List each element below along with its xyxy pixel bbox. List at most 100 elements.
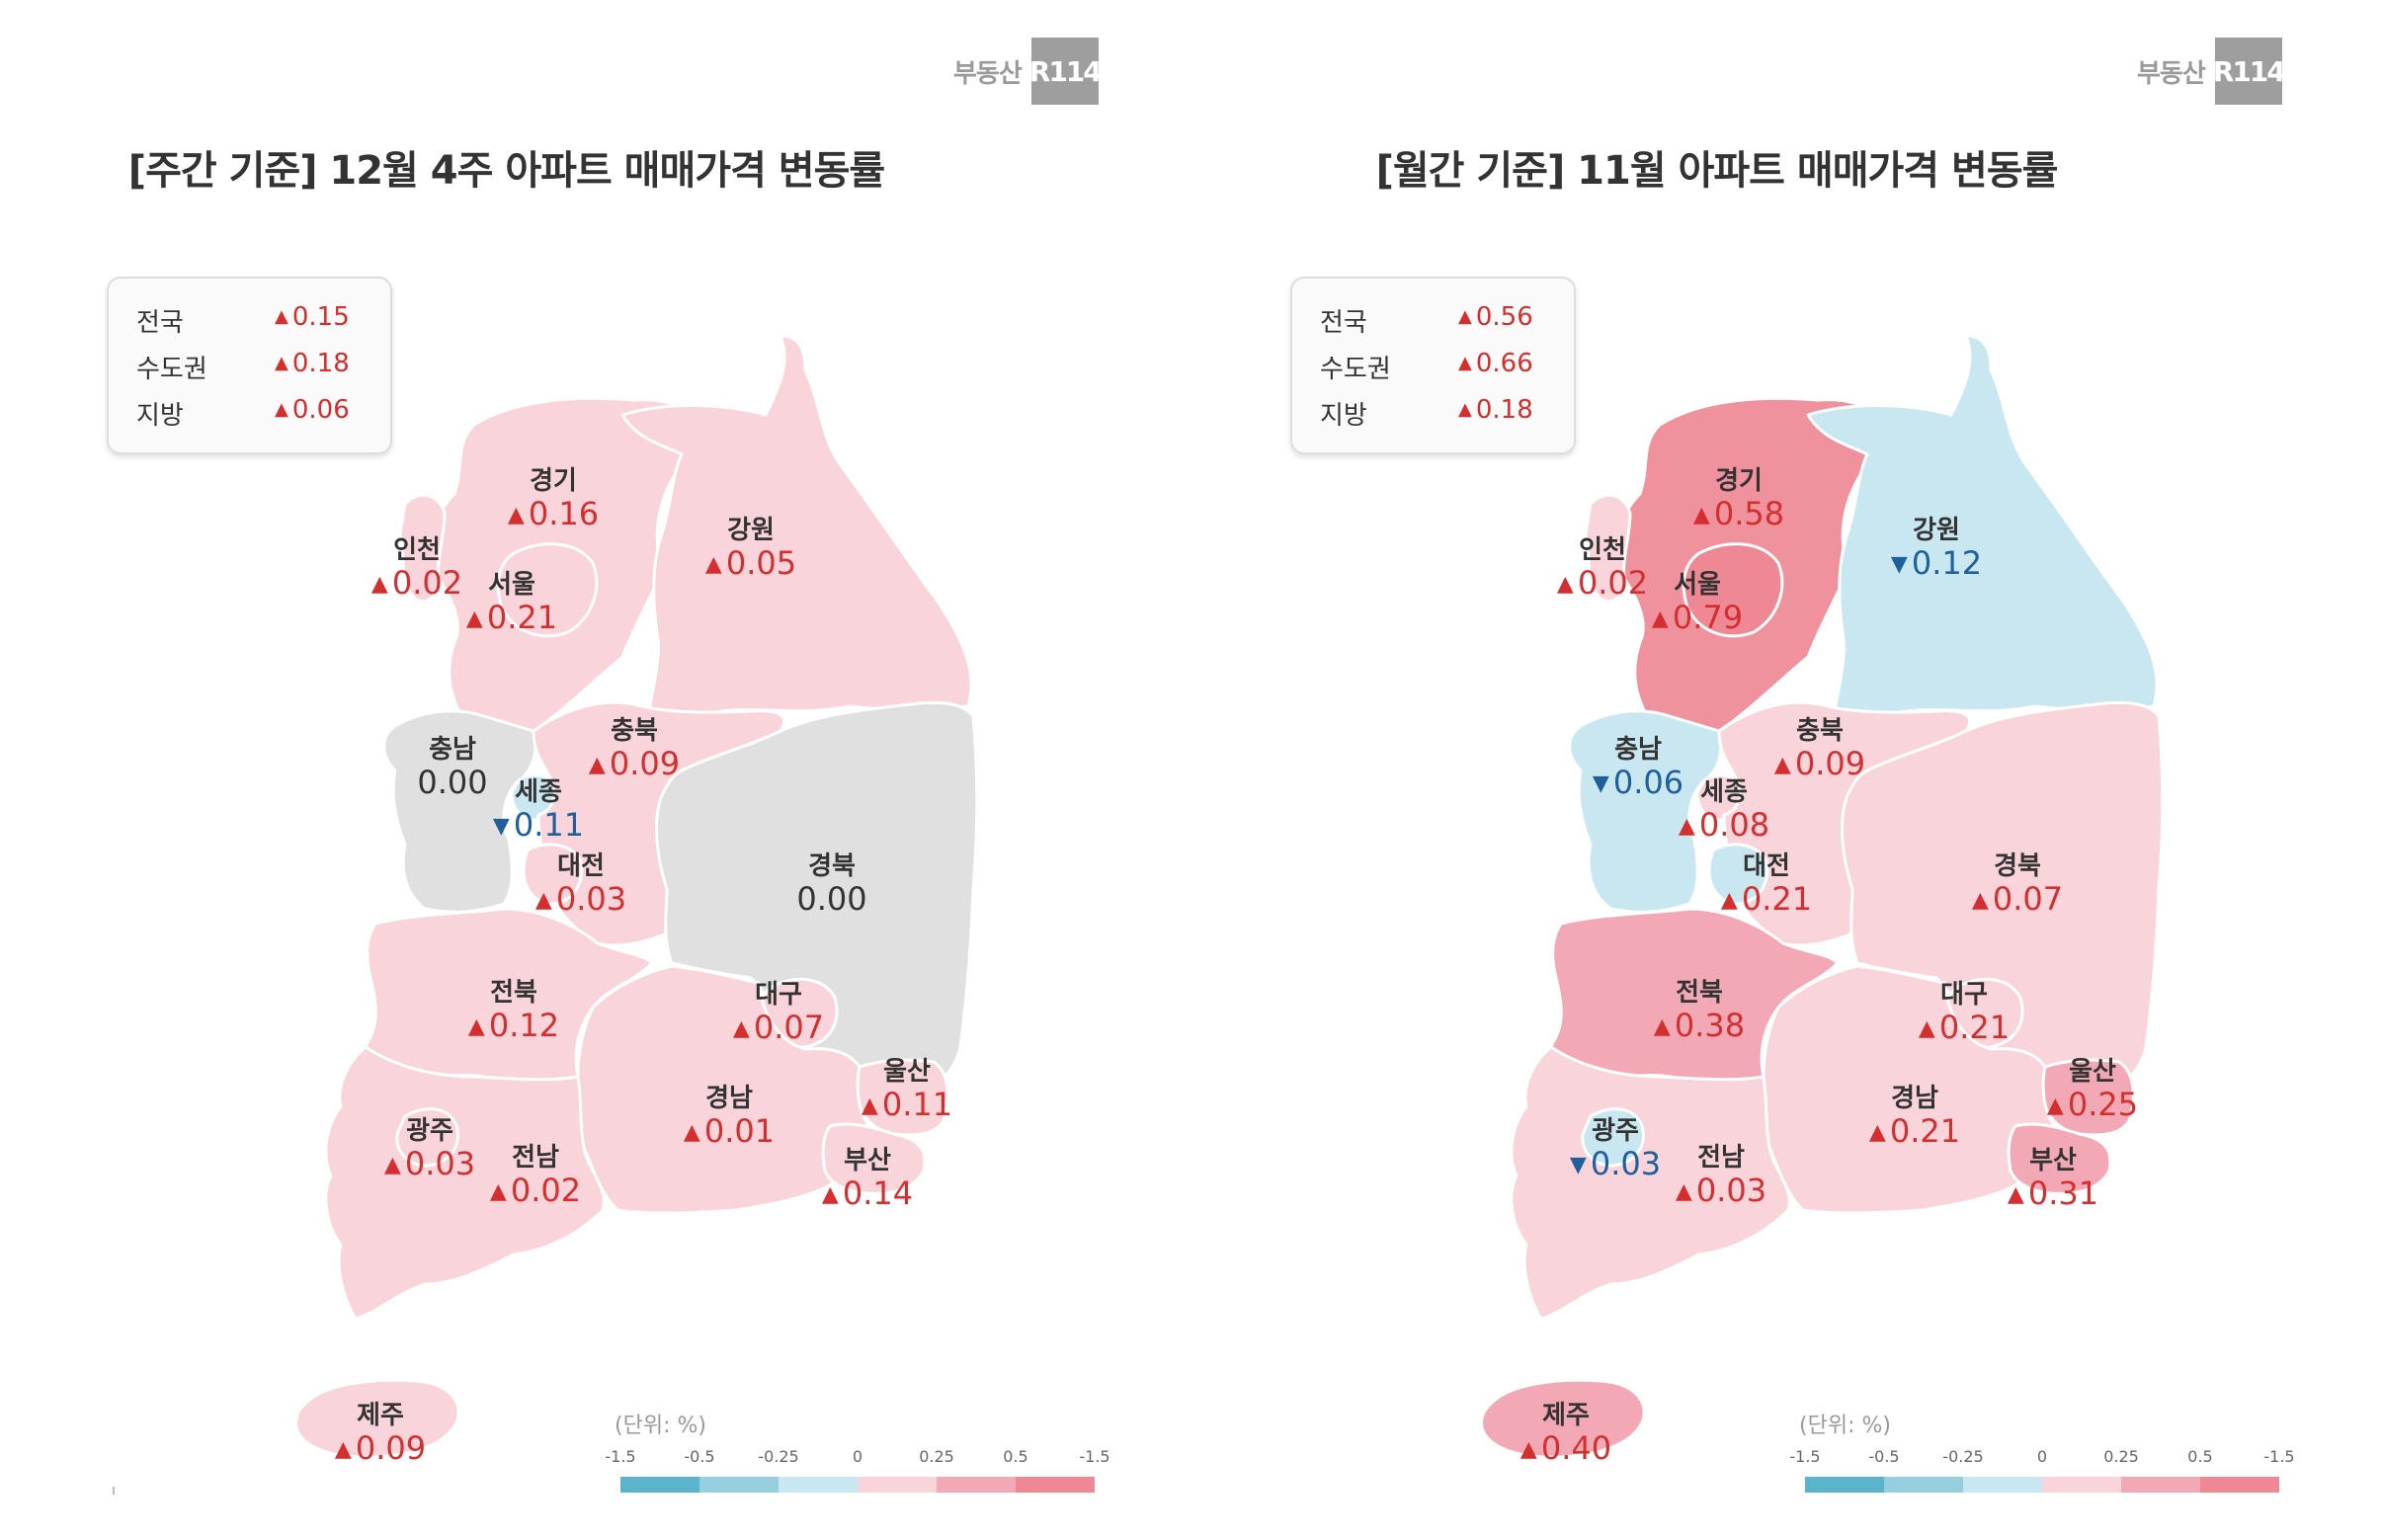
region-jeonnam (324, 1045, 606, 1321)
korea-map (294, 334, 979, 1459)
region-value: ▲ 0.40 (1519, 1429, 1612, 1467)
tick-mark (113, 1487, 115, 1495)
region-value: ▲ 0.07 (1971, 880, 2064, 918)
triangle-up-icon: ▲ (275, 399, 288, 420)
region-name: 대전 (1743, 851, 1790, 881)
triangle-up-icon: ▲ (2046, 1094, 2064, 1118)
region-name: 서울 (1674, 570, 1721, 600)
region-label-chungbuk: 충북 ▲ 0.09 (1774, 716, 1865, 783)
region-value: ▲ 0.03 (534, 880, 627, 918)
summary-label: 지방 (136, 401, 184, 431)
triangle-up-icon: ▲ (821, 1182, 839, 1207)
region-name: 경기 (1715, 466, 1763, 496)
region-incheon (398, 493, 447, 604)
summary-value: ▲ 0.56 (1458, 302, 1533, 332)
region-value: ▲ 0.05 (704, 544, 797, 582)
region-name: 전북 (490, 978, 537, 1008)
region-value: ▲ 0.07 (732, 1009, 825, 1046)
region-name: 광주 (1592, 1116, 1639, 1146)
region-value: ▲ 0.31 (2007, 1175, 2099, 1212)
korea-map (1480, 334, 2165, 1459)
legend-swatch (1805, 1477, 1884, 1493)
triangle-up-icon: ▲ (1678, 814, 1695, 839)
legend-unit: (단위: %) (1799, 1414, 1891, 1438)
region-label-ulsan: 울산 ▲ 0.11 (862, 1057, 952, 1124)
region-name: 세종 (1700, 777, 1748, 807)
triangle-down-icon: ▼ (1890, 552, 1908, 577)
legend-tick: 0.5 (2187, 1447, 2213, 1466)
region-label-jeonnam: 전남 ▲ 0.03 (1676, 1143, 1766, 1210)
region-value: ▲ 0.01 (683, 1112, 776, 1150)
triangle-up-icon: ▲ (334, 1437, 352, 1462)
triangle-up-icon: ▲ (370, 572, 388, 597)
summary-row: 전국 ▲ 0.56 (1320, 302, 1557, 338)
region-label-gyeongbuk: 경북 0.00 (796, 851, 866, 917)
region-label-chungbuk: 충북 ▲ 0.09 (589, 716, 680, 783)
weekly-panel: 부동산 R114 [주간 기준] 12월 4주 아파트 매매가격 변동률 전국 ▲… (0, 0, 1190, 1540)
region-label-gangwon: 강원 ▼ 0.12 (1891, 516, 1982, 583)
region-name: 전북 (1676, 978, 1723, 1008)
triangle-up-icon: ▲ (683, 1120, 700, 1145)
region-seoul (496, 542, 599, 638)
legend-swatch (1884, 1477, 1963, 1493)
triangle-up-icon: ▲ (861, 1094, 878, 1118)
region-name: 강원 (1913, 516, 1960, 545)
triangle-up-icon: ▲ (489, 1179, 507, 1204)
region-gwangju (395, 1107, 459, 1168)
summary-label: 수도권 (136, 355, 207, 384)
legend-tick: -1.5 (605, 1447, 636, 1466)
triangle-down-icon: ▼ (1592, 771, 1609, 796)
triangle-up-icon: ▲ (1918, 1016, 1935, 1041)
triangle-up-icon: ▲ (275, 353, 288, 373)
region-daejeon (522, 843, 584, 906)
triangle-up-icon: ▲ (1675, 1179, 1692, 1204)
region-name: 경남 (705, 1084, 753, 1113)
region-label-jeonbuk: 전북 ▲ 0.12 (468, 978, 559, 1045)
triangle-up-icon: ▲ (2007, 1182, 2024, 1207)
triangle-down-icon: ▼ (492, 814, 510, 839)
summary-box: 전국 ▲ 0.56 수도권 ▲ 0.66 지방 ▲ 0.18 (1290, 277, 1576, 454)
legend-swatch (2121, 1477, 2200, 1493)
region-value: ▲ 0.02 (370, 564, 463, 602)
triangle-up-icon: ▲ (1653, 1014, 1671, 1039)
region-value: ▲ 0.25 (2046, 1086, 2139, 1123)
triangle-up-icon: ▲ (275, 306, 288, 327)
region-value: ▲ 0.03 (383, 1145, 476, 1182)
region-value: ▲ 0.21 (1918, 1009, 2011, 1046)
region-name: 충남 (429, 735, 476, 765)
triangle-up-icon: ▲ (1720, 888, 1738, 913)
legend-tick: 0 (852, 1447, 863, 1466)
legend-swatch (2200, 1477, 2279, 1493)
region-label-incheon: 인천 ▲ 0.02 (371, 535, 462, 603)
region-jeju (1480, 1378, 1646, 1459)
region-value: 0.00 (796, 880, 867, 918)
region-label-sejong: 세종 ▼ 0.11 (493, 777, 584, 845)
region-name: 울산 (2069, 1057, 2116, 1087)
legend-tick: -1.5 (1789, 1447, 1821, 1466)
region-value: ▲ 0.21 (1868, 1112, 1961, 1150)
region-busan (821, 1122, 927, 1195)
triangle-down-icon: ▼ (1569, 1153, 1587, 1177)
region-value: ▲ 0.12 (467, 1007, 560, 1044)
triangle-up-icon: ▲ (732, 1016, 750, 1041)
region-name: 부산 (2029, 1146, 2077, 1175)
region-label-daegu: 대구 ▲ 0.21 (1919, 980, 2010, 1047)
region-value: ▼ 0.11 (492, 806, 585, 844)
summary-row: 지방 ▲ 0.18 (1320, 395, 1557, 431)
triangle-up-icon: ▲ (1773, 753, 1791, 777)
region-name: 대전 (557, 851, 605, 881)
triangle-up-icon: ▲ (1458, 306, 1472, 327)
triangle-up-icon: ▲ (1868, 1120, 1886, 1145)
region-label-daejeon: 대전 ▲ 0.03 (535, 851, 626, 919)
region-jeonnam (1510, 1045, 1791, 1321)
triangle-up-icon: ▲ (383, 1153, 401, 1177)
triangle-up-icon: ▲ (534, 888, 552, 913)
triangle-up-icon: ▲ (704, 552, 722, 577)
region-value: ▲ 0.09 (588, 745, 681, 782)
region-name: 인천 (393, 535, 441, 565)
region-value: ▲ 0.09 (1773, 745, 1866, 782)
logo-text: 부동산 (2137, 58, 2206, 89)
triangle-up-icon: ▲ (588, 753, 606, 777)
triangle-up-icon: ▲ (1519, 1437, 1537, 1462)
legend-bar (1805, 1477, 2279, 1493)
